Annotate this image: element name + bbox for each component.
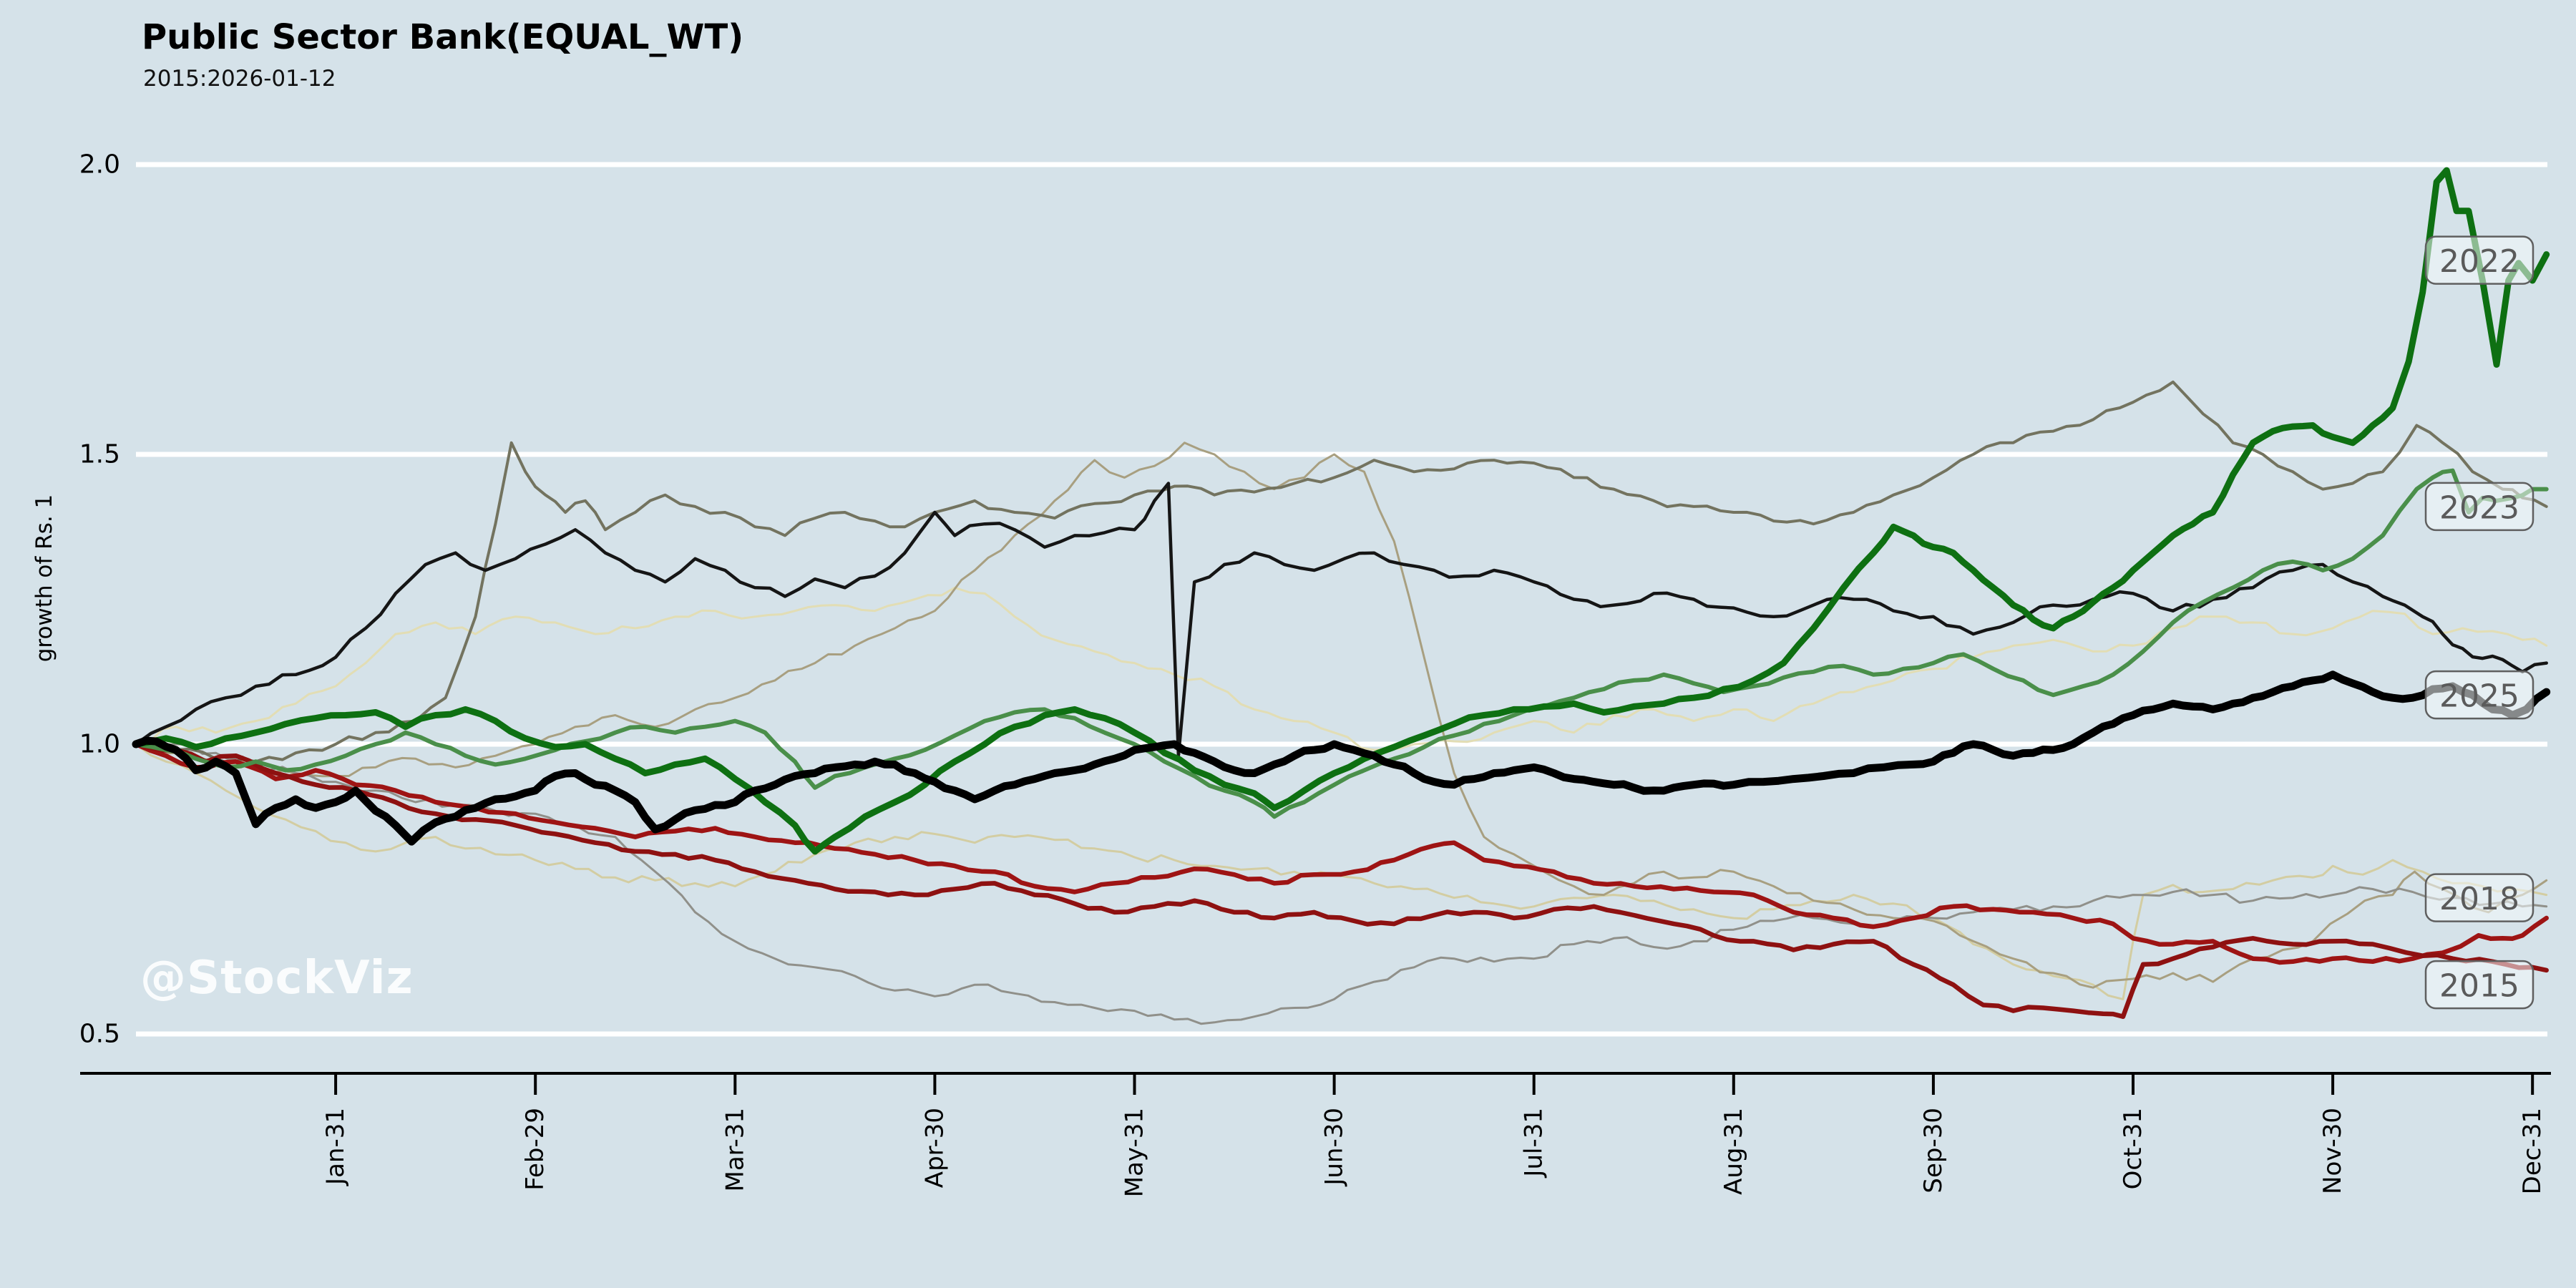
x-tick-label: Oct-31 bbox=[2119, 1108, 2147, 1189]
x-tick-label: Mar-31 bbox=[721, 1108, 749, 1192]
x-tick-label: Jan-31 bbox=[321, 1108, 350, 1186]
x-tick-label: May-31 bbox=[1121, 1108, 1149, 1197]
series-line-2020 bbox=[135, 742, 2548, 1025]
x-tick-label: Feb-29 bbox=[521, 1108, 550, 1191]
series-line-2018 bbox=[135, 743, 2548, 1000]
stockviz-watermark: @StockViz bbox=[140, 952, 414, 1005]
chart-subtitle: 2015:2026-01-12 bbox=[143, 66, 336, 92]
year-label-2015: 2015 bbox=[2439, 968, 2519, 1005]
series-line-2022 bbox=[132, 167, 2550, 855]
x-tick-label: Jun-30 bbox=[1320, 1108, 1349, 1187]
series-line-2025 bbox=[132, 670, 2551, 846]
x-tick-label: Jul-31 bbox=[1520, 1108, 1548, 1179]
series-line-2024 bbox=[134, 482, 2548, 758]
y-tick-label: 0.5 bbox=[79, 1020, 120, 1049]
y-tick-label: 1.0 bbox=[79, 730, 120, 759]
year-label-box-2022 bbox=[2424, 235, 2534, 285]
year-label-box-2025 bbox=[2424, 670, 2534, 720]
page-title: Public Sector Bank(EQUAL_WT) bbox=[142, 17, 744, 57]
year-label-box-2018 bbox=[2424, 873, 2534, 922]
series-line-2023 bbox=[134, 468, 2549, 819]
y-tick-label: 2.0 bbox=[79, 150, 120, 180]
series-line-2021 bbox=[135, 380, 2548, 765]
y-axis-label: growth of Rs. 1 bbox=[31, 494, 57, 663]
year-label-box-2015 bbox=[2424, 960, 2534, 1010]
x-tick-label: Aug-31 bbox=[1719, 1108, 1748, 1195]
year-label-2018: 2018 bbox=[2439, 881, 2519, 917]
year-label-box-2023 bbox=[2424, 482, 2534, 532]
series-line-2019 bbox=[135, 441, 2548, 989]
year-label-2025: 2025 bbox=[2439, 678, 2519, 715]
y-tick-label: 1.5 bbox=[79, 440, 120, 469]
series-line-2016 bbox=[133, 741, 2549, 965]
x-tick-label: Sep-30 bbox=[1919, 1108, 1948, 1194]
series-line-2015 bbox=[133, 741, 2549, 1019]
x-tick-label: Apr-30 bbox=[920, 1108, 949, 1188]
year-label-2022: 2022 bbox=[2439, 243, 2519, 280]
year-label-2023: 2023 bbox=[2439, 489, 2519, 526]
x-tick-label: Dec-31 bbox=[2518, 1108, 2547, 1194]
series-line-2017 bbox=[135, 586, 2548, 751]
x-tick-label: Nov-30 bbox=[2318, 1108, 2347, 1194]
